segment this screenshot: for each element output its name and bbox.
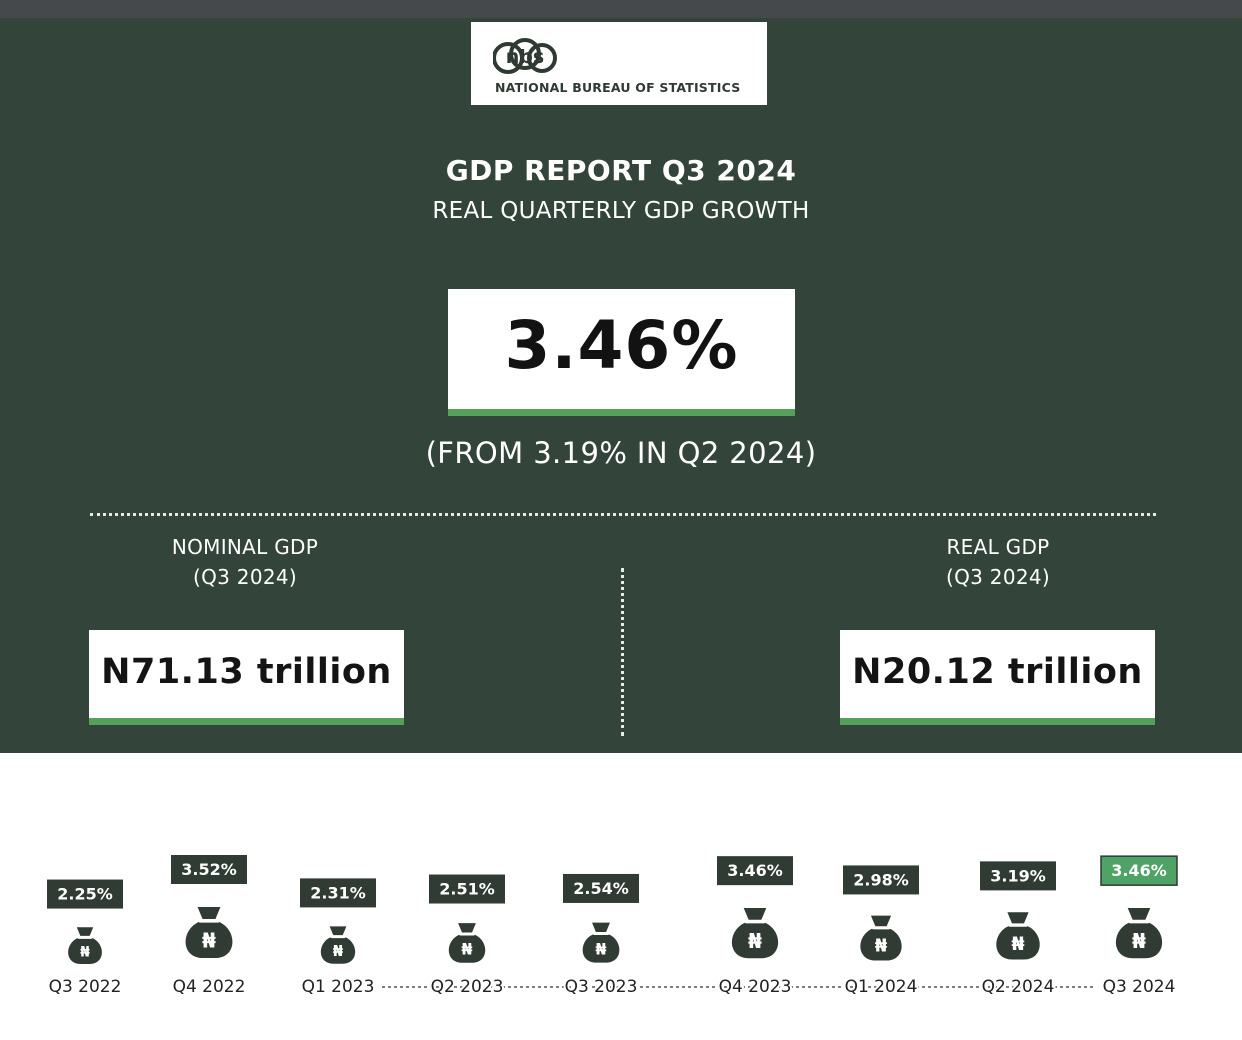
value-label: 2.31% xyxy=(310,883,366,902)
nominal-gdp-label-line2: (Q3 2024) xyxy=(192,565,298,589)
bag-neck xyxy=(870,915,892,927)
nominal-gdp-label: NOMINAL GDP (Q3 2024) xyxy=(85,532,405,592)
bag-neck xyxy=(197,907,221,920)
bag-tie xyxy=(592,932,610,936)
headline-growth-value: 3.46% xyxy=(504,307,739,384)
naira-symbol: ₦ xyxy=(748,929,762,953)
value-label: 2.25% xyxy=(57,885,113,904)
value-label-box xyxy=(1100,855,1178,886)
report-title: GDP REPORT Q3 2024 xyxy=(445,154,797,187)
bag-tie xyxy=(198,919,220,923)
nbs-logo-mark: nbs xyxy=(493,38,557,74)
bag-tie xyxy=(1128,919,1150,924)
value-label: 3.52% xyxy=(181,860,237,879)
value-label-box xyxy=(717,856,793,886)
bag-neck xyxy=(458,923,476,933)
money-bag-naira-icon: ₦ xyxy=(68,927,102,964)
value-label-box xyxy=(429,874,505,904)
bag-tie xyxy=(458,932,476,936)
naira-symbol: ₦ xyxy=(1011,933,1024,955)
dotted-divider-vertical xyxy=(621,568,624,736)
real-gdp-value: N20.12 trillion xyxy=(852,652,1143,692)
bag-body xyxy=(448,934,486,963)
bag-neck xyxy=(1127,907,1151,921)
nominal-gdp-label-line1: NOMINAL GDP xyxy=(171,535,319,559)
value-label: 2.51% xyxy=(439,880,495,899)
top-strip xyxy=(0,0,1242,18)
naira-symbol: ₦ xyxy=(1132,929,1146,953)
bag-tie xyxy=(77,935,93,939)
logo-mark-text: nbs xyxy=(506,46,544,68)
bag-body xyxy=(320,937,356,964)
nbs-logo: nbs NATIONAL BUREAU OF STATISTICS xyxy=(471,22,767,105)
value-label-box xyxy=(171,855,247,884)
bag-body xyxy=(996,925,1040,960)
money-bag-naira-icon: ₦ xyxy=(1115,907,1163,959)
report-subtitle: REAL QUARTERLY GDP GROWTH xyxy=(432,198,810,224)
category-label: Q4 2022 xyxy=(173,977,246,997)
value-label: 3.46% xyxy=(727,861,783,880)
money-bag-naira-icon: ₦ xyxy=(582,922,620,963)
category-label: Q2 2024 xyxy=(982,977,1055,997)
value-label-box xyxy=(300,878,376,908)
category-label: Q3 2023 xyxy=(565,977,638,997)
value-label: 2.98% xyxy=(853,870,909,889)
bag-tie xyxy=(744,919,766,924)
bag-neck xyxy=(76,927,94,937)
bag-body xyxy=(1115,922,1163,959)
bag-body xyxy=(582,934,620,963)
category-label: Q4 2023 xyxy=(719,977,792,997)
naira-symbol: ₦ xyxy=(875,935,888,956)
bag-body xyxy=(68,937,102,964)
money-bag-naira-icon: ₦ xyxy=(320,926,356,964)
headline-comparison: (FROM 3.19% IN Q2 2024) xyxy=(425,436,817,470)
bag-neck xyxy=(1007,912,1029,924)
bag-body xyxy=(860,928,902,961)
nominal-gdp-card: N71.13 trillion xyxy=(89,630,404,725)
value-label-box xyxy=(980,861,1056,891)
bag-tie xyxy=(330,935,346,939)
money-bag-naira-icon: ₦ xyxy=(185,907,233,958)
value-label: 3.46% xyxy=(1111,861,1167,880)
headline-growth-card: 3.46% xyxy=(448,289,795,416)
bag-neck xyxy=(592,922,610,933)
naira-symbol: ₦ xyxy=(202,929,216,953)
logo-text: NATIONAL BUREAU OF STATISTICS xyxy=(495,80,741,95)
category-label: Q1 2023 xyxy=(302,977,375,997)
dotted-divider-horizontal xyxy=(90,513,1156,516)
value-label: 2.54% xyxy=(573,879,629,898)
naira-symbol: ₦ xyxy=(595,939,606,958)
category-label: Q1 2024 xyxy=(845,977,918,997)
money-bag-naira-icon: ₦ xyxy=(860,915,902,961)
real-gdp-label: REAL GDP (Q3 2024) xyxy=(838,532,1158,592)
bag-body xyxy=(185,921,233,958)
bag-neck xyxy=(329,926,347,936)
real-gdp-label-line1: REAL GDP xyxy=(946,535,1050,559)
naira-symbol: ₦ xyxy=(333,942,344,960)
bag-body xyxy=(731,922,779,959)
category-label: Q2 2023 xyxy=(431,977,504,997)
real-gdp-card: N20.12 trillion xyxy=(840,630,1155,725)
real-gdp-label-line2: (Q3 2024) xyxy=(945,565,1051,589)
bag-tie xyxy=(1008,923,1028,927)
money-bag-naira-icon: ₦ xyxy=(731,907,779,959)
naira-symbol: ₦ xyxy=(461,940,472,959)
category-label: Q3 2022 xyxy=(49,977,122,997)
quarterly-growth-chart: ₦ 2.25% Q3 2022 ₦ 3.52% Q4 2022 ₦ 2.31% Q1 2023 ₦… xyxy=(47,855,1178,999)
value-label-box xyxy=(563,873,639,903)
bag-tie xyxy=(871,926,891,930)
nominal-gdp-value: N71.13 trillion xyxy=(101,652,392,692)
naira-symbol: ₦ xyxy=(80,945,90,961)
money-bag-naira-icon: ₦ xyxy=(448,923,486,963)
value-label-box xyxy=(47,879,123,909)
value-label-box xyxy=(843,865,919,895)
bag-neck xyxy=(743,907,767,921)
money-bag-naira-icon: ₦ xyxy=(996,912,1040,960)
value-label: 3.19% xyxy=(990,866,1046,885)
category-label: Q3 2024 xyxy=(1103,977,1176,997)
